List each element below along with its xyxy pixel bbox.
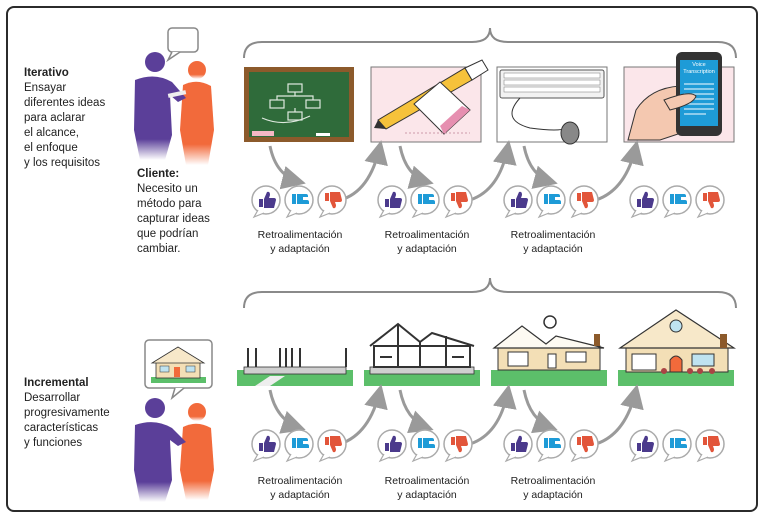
feedback-caption-bottom-1: Retroalimentación y adaptación (245, 474, 355, 502)
client-line: método para (137, 198, 202, 210)
neutral-hand-icon (410, 185, 440, 219)
iterative-line: Ensayar (24, 82, 67, 94)
house-stage-3 (491, 315, 607, 386)
iterative-line: y los requisitos (24, 157, 101, 169)
feedback-caption-line: Retroalimentación (384, 229, 470, 241)
thumbs-up-icon (503, 185, 533, 219)
iterative-line: para aclarar (24, 112, 86, 124)
house-stage-1 (237, 348, 353, 386)
thumbs-down-icon (695, 429, 725, 463)
house-stage-4 (618, 309, 737, 386)
neutral-hand-icon (662, 185, 692, 219)
thumbs-down-icon (569, 185, 599, 219)
chalkboard-panel (244, 67, 354, 142)
phone-screen-line: Transcription (683, 69, 715, 75)
client-people-top (134, 27, 214, 165)
phone-screen-label: Voice Transcription (680, 62, 718, 76)
thumbs-up-icon (251, 185, 281, 219)
feedback-caption-top-1: Retroalimentación y adaptación (245, 228, 355, 256)
thumbs-down-icon (443, 429, 473, 463)
thumbs-up-icon (377, 185, 407, 219)
iterative-line: el enfoque (24, 142, 78, 154)
neutral-hand-icon (410, 429, 440, 463)
client-title: Cliente: (137, 168, 180, 180)
feedback-caption-line: Retroalimentación (510, 475, 596, 487)
neutral-hand-icon (536, 185, 566, 219)
thumbs-down-icon (695, 185, 725, 219)
feedback-caption-line: Retroalimentación (384, 475, 470, 487)
client-line: que podrían (137, 228, 199, 240)
iterative-title: Iterativo (24, 67, 69, 79)
client-line: cambiar. (137, 243, 181, 255)
diagram-frame (6, 6, 758, 512)
feedback-caption-line: y adaptación (397, 489, 457, 501)
incremental-line: Desarrollar (24, 392, 81, 404)
incremental-line: y funciones (24, 437, 83, 449)
feedback-icons (251, 185, 725, 463)
incremental-line: progresivamente (24, 407, 110, 419)
feedback-caption-line: Retroalimentación (257, 475, 343, 487)
pencil-eraser-panel (370, 59, 489, 143)
neutral-hand-icon (284, 429, 314, 463)
thumbs-down-icon (569, 429, 599, 463)
feedback-caption-line: y adaptación (523, 489, 583, 501)
neutral-hand-icon (536, 429, 566, 463)
iterative-line: diferentes ideas (24, 97, 106, 109)
client-people-bottom (134, 398, 214, 502)
client-line: capturar ideas (137, 213, 210, 225)
feedback-caption-line: y adaptación (270, 489, 330, 501)
thumbs-down-icon (317, 429, 347, 463)
feedback-caption-bottom-3: Retroalimentación y adaptación (498, 474, 608, 502)
thumbs-up-icon (629, 429, 659, 463)
iterative-text: Iterativo Ensayar diferentes ideas para … (24, 66, 105, 171)
feedback-caption-line: y adaptación (397, 243, 457, 255)
incremental-text: Incremental Desarrollar progresivamente … (24, 376, 110, 451)
thumbs-up-icon (503, 429, 533, 463)
top-brace (243, 27, 737, 59)
feedback-caption-top-3: Retroalimentación y adaptación (498, 228, 608, 256)
thumbs-down-icon (443, 185, 473, 219)
phone-screen-line: Voice (692, 62, 706, 68)
neutral-hand-icon (284, 185, 314, 219)
thumbs-up-icon (251, 429, 281, 463)
iterative-line: el alcance, (24, 127, 79, 139)
feedback-caption-line: Retroalimentación (257, 229, 343, 241)
feedback-caption-top-2: Retroalimentación y adaptación (372, 228, 482, 256)
feedback-caption-line: Retroalimentación (510, 229, 596, 241)
keyboard-mouse-panel (496, 66, 608, 145)
client-line: Necesito un (137, 183, 198, 195)
neutral-hand-icon (662, 429, 692, 463)
incremental-line: características (24, 422, 99, 434)
feedback-caption-line: y adaptación (270, 243, 330, 255)
feedback-caption-line: y adaptación (523, 243, 583, 255)
house-stage-2 (364, 322, 480, 386)
client-text: Cliente: Necesito un método para captura… (137, 167, 210, 257)
thumbs-down-icon (317, 185, 347, 219)
house-thought-bubble (144, 339, 213, 401)
feedback-caption-bottom-2: Retroalimentación y adaptación (372, 474, 482, 502)
thumbs-up-icon (629, 185, 659, 219)
thumbs-up-icon (377, 429, 407, 463)
phone-panel (623, 52, 735, 143)
incremental-title: Incremental (24, 377, 89, 389)
bottom-brace (243, 277, 737, 309)
